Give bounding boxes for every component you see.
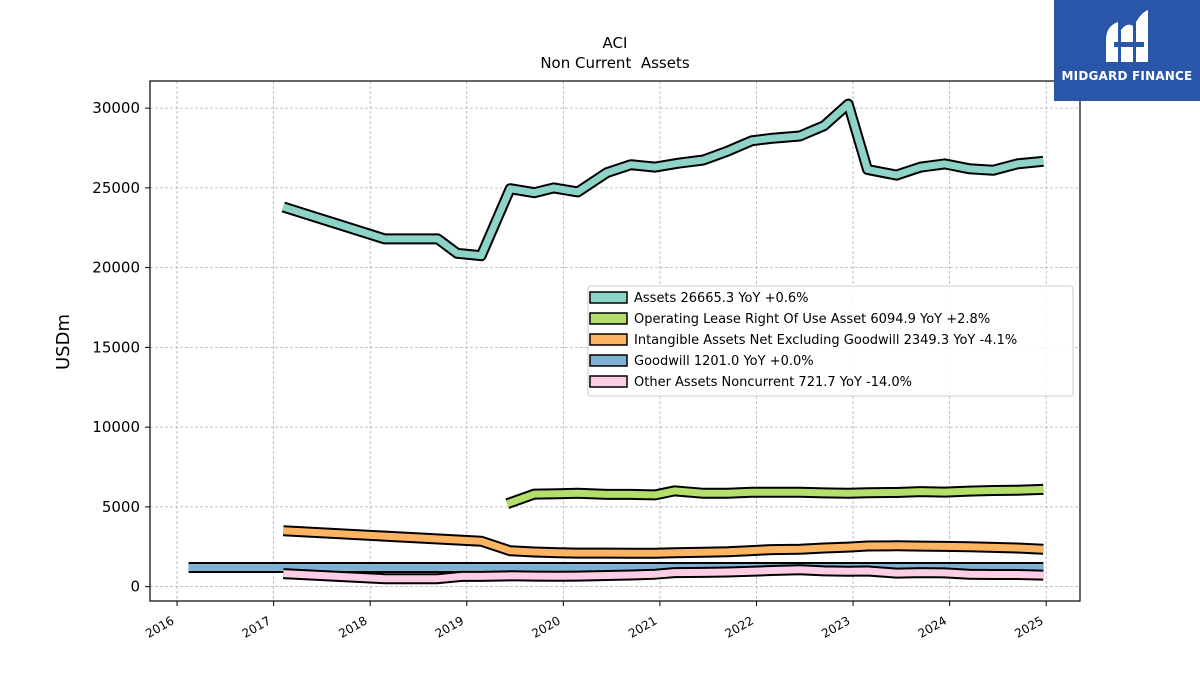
x-tick-label: 2021 bbox=[626, 613, 659, 640]
x-tick-label: 2023 bbox=[819, 613, 852, 640]
legend-box bbox=[587, 285, 1074, 397]
x-tick-label: 2020 bbox=[529, 613, 562, 640]
series-line bbox=[282, 100, 1044, 260]
series-line bbox=[283, 566, 1044, 583]
legend-entry: Other Assets Noncurrent 721.7 YoY -14.0% bbox=[634, 375, 912, 390]
series-2 bbox=[283, 525, 1044, 559]
y-tick-label: 5000 bbox=[102, 498, 140, 516]
x-tick-label: 2024 bbox=[916, 613, 949, 640]
legend-entry: Intangible Assets Net Excluding Goodwill… bbox=[634, 333, 1017, 348]
y-tick-label: 0 bbox=[130, 578, 140, 596]
legend-swatch bbox=[589, 312, 628, 325]
series-4 bbox=[283, 564, 1044, 585]
x-tick-label: 2025 bbox=[1012, 613, 1045, 640]
x-tick-label: 2019 bbox=[433, 613, 466, 640]
legend-entry: Goodwill 1201.0 YoY +0.0% bbox=[634, 354, 814, 369]
x-tick-label: 2016 bbox=[143, 613, 176, 640]
x-tick-label: 2022 bbox=[723, 613, 756, 640]
series-outline bbox=[281, 98, 1044, 262]
plot-frame bbox=[149, 80, 1081, 602]
y-tick-label: 10000 bbox=[92, 418, 140, 436]
brand-logo: MIDGARD FINANCE bbox=[1054, 0, 1200, 101]
y-tick-label: 30000 bbox=[92, 99, 140, 117]
x-tick-label: 2017 bbox=[240, 613, 273, 640]
series-0 bbox=[281, 98, 1044, 262]
chart-subtitle: Non Current Assets bbox=[540, 54, 690, 72]
series-line bbox=[283, 527, 1044, 557]
y-tick-label: 15000 bbox=[92, 338, 140, 356]
legend-swatch bbox=[589, 291, 628, 304]
logo-text: MIDGARD FINANCE bbox=[1061, 69, 1193, 83]
series-1 bbox=[505, 483, 1044, 509]
series-layer bbox=[188, 98, 1044, 585]
midgard-logo-icon bbox=[1106, 10, 1148, 63]
legend-entry: Assets 26665.3 YoY +0.6% bbox=[634, 291, 809, 306]
legend: Assets 26665.3 YoY +0.6% Operating Lease … bbox=[587, 285, 1074, 397]
x-tick-label: 2018 bbox=[336, 613, 369, 640]
y-tick-label: 20000 bbox=[92, 259, 140, 277]
legend-entry: Operating Lease Right Of Use Asset 6094.… bbox=[634, 312, 990, 327]
legend-swatch bbox=[589, 333, 628, 346]
legend-swatch bbox=[589, 375, 628, 388]
y-axis-label: USDm bbox=[53, 314, 74, 370]
series-line bbox=[506, 485, 1044, 507]
legend-swatch bbox=[589, 354, 628, 367]
chart-title: ACI bbox=[603, 34, 628, 52]
y-tick-label: 25000 bbox=[92, 179, 140, 197]
